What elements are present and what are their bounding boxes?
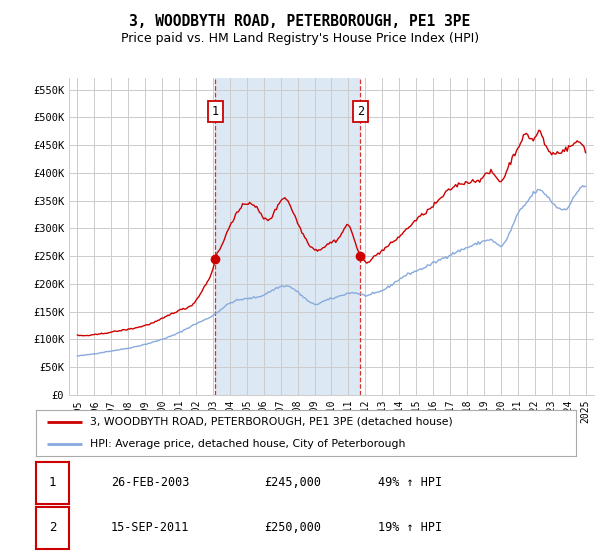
Text: £250,000: £250,000	[264, 521, 321, 534]
Bar	[215, 78, 361, 395]
Text: 15-SEP-2011: 15-SEP-2011	[111, 521, 190, 534]
Text: Price paid vs. HM Land Registry's House Price Index (HPI): Price paid vs. HM Land Registry's House …	[121, 32, 479, 45]
Text: 3, WOODBYTH ROAD, PETERBOROUGH, PE1 3PE (detached house): 3, WOODBYTH ROAD, PETERBOROUGH, PE1 3PE …	[90, 417, 453, 427]
Text: £245,000: £245,000	[264, 477, 321, 489]
Text: 1: 1	[49, 477, 56, 489]
Text: 2: 2	[357, 105, 364, 118]
Text: 3, WOODBYTH ROAD, PETERBOROUGH, PE1 3PE: 3, WOODBYTH ROAD, PETERBOROUGH, PE1 3PE	[130, 14, 470, 29]
Text: HPI: Average price, detached house, City of Peterborough: HPI: Average price, detached house, City…	[90, 438, 406, 449]
Text: 1: 1	[212, 105, 219, 118]
Text: 26-FEB-2003: 26-FEB-2003	[111, 477, 190, 489]
Text: 49% ↑ HPI: 49% ↑ HPI	[378, 477, 442, 489]
Text: 19% ↑ HPI: 19% ↑ HPI	[378, 521, 442, 534]
Text: 2: 2	[49, 521, 56, 534]
